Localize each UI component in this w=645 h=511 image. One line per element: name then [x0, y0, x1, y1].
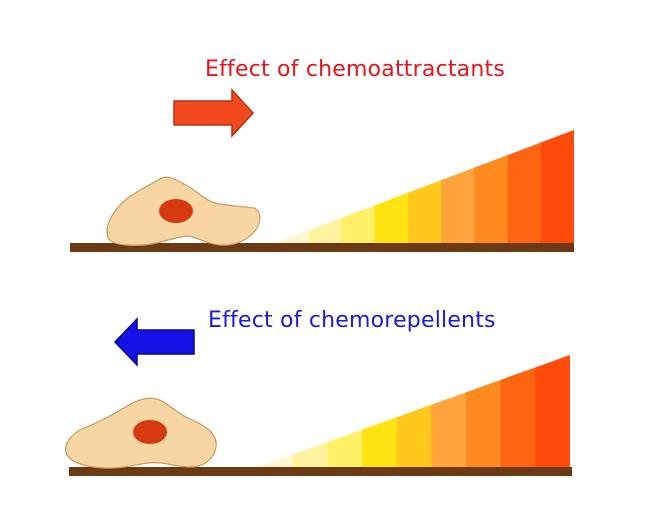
migrating-cell	[65, 397, 217, 469]
arrow-left-icon	[113, 317, 195, 367]
gradient-band	[407, 179, 442, 243]
gradient-band	[341, 205, 376, 243]
gradient-band	[540, 130, 574, 243]
gradient-band	[466, 379, 502, 467]
chemoattractant-illustration	[70, 88, 574, 252]
gradient-band	[275, 230, 309, 243]
chemoattractant-concentration-gradient	[275, 130, 574, 243]
gradient-band	[535, 355, 570, 467]
gradient-band	[374, 192, 409, 243]
gradient-band	[500, 367, 536, 467]
gradient-band	[474, 154, 509, 243]
gradient-band	[396, 404, 432, 467]
chemoattractant-panel: Effect of chemoattractants	[0, 0, 645, 255]
chemorepellent-panel: Effect of chemorepellents	[0, 255, 645, 511]
gradient-band	[327, 429, 363, 467]
cell-nucleus	[133, 420, 167, 444]
gradient-band	[441, 167, 475, 243]
gradient-band	[258, 454, 294, 467]
gradient-band	[362, 417, 398, 467]
arrow-right-icon	[173, 88, 255, 138]
substrate-surface	[70, 243, 574, 252]
gradient-band	[292, 441, 328, 467]
chemorepellent-title: Effect of chemorepellents	[208, 308, 496, 333]
substrate-surface	[69, 467, 572, 476]
gradient-band	[308, 217, 343, 243]
cell-nucleus	[159, 199, 193, 223]
chemoattractant-title: Effect of chemoattractants	[205, 57, 505, 82]
chemorepellent-concentration-gradient	[258, 355, 570, 467]
gradient-band	[507, 142, 542, 243]
chemorepellent-illustration	[65, 317, 572, 476]
gradient-band	[431, 392, 467, 467]
migrating-cell	[106, 176, 261, 246]
